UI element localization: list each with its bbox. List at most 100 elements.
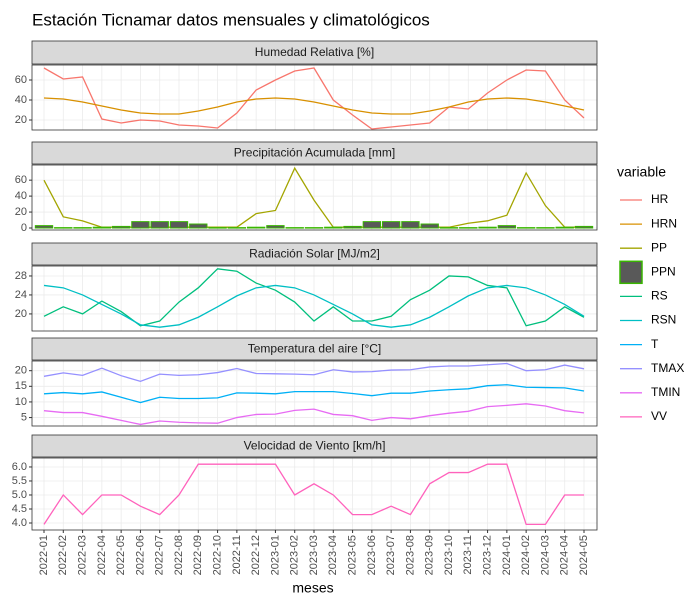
y-tick-label: 5.0 xyxy=(12,489,27,501)
strip xyxy=(31,434,598,458)
y-tick-label: 40 xyxy=(15,190,27,202)
x-tick-label: 2022-03 xyxy=(76,535,88,575)
y-tick-label: 4.0 xyxy=(12,517,27,529)
panel-border xyxy=(31,265,598,332)
panel xyxy=(32,165,597,230)
bar xyxy=(381,221,401,229)
legend-label: HRN xyxy=(651,216,677,230)
y-tick-label: 40 xyxy=(15,94,27,106)
legend-label: TMAX xyxy=(651,361,684,375)
bar xyxy=(169,221,189,229)
bar xyxy=(189,223,208,229)
y-tick-label: 24 xyxy=(15,289,27,301)
y-tick-label: 0 xyxy=(21,222,27,234)
strip-title: Radiación Solar [MJ/m2] xyxy=(249,247,380,261)
strip xyxy=(31,40,598,65)
x-tick-label: 2023-09 xyxy=(424,535,436,575)
bar xyxy=(34,225,54,229)
bar xyxy=(131,221,150,229)
bar xyxy=(54,227,73,229)
strip-title: Velocidad de Viento [km/h] xyxy=(244,439,386,453)
y-tick-label: 10 xyxy=(15,396,27,408)
y-tick-label: 20 xyxy=(15,308,27,320)
bar xyxy=(92,226,112,229)
x-tick-label: 2023-08 xyxy=(404,535,416,575)
bar xyxy=(111,225,131,229)
x-tick-label: 2022-12 xyxy=(250,535,262,575)
panel-border xyxy=(31,360,598,427)
x-tick-label: 2022-01 xyxy=(38,535,50,575)
strip-title: Temperatura del aire [°C] xyxy=(248,342,382,356)
bar xyxy=(516,227,536,229)
panel xyxy=(32,458,597,530)
x-tick-label: 2022-05 xyxy=(115,535,127,575)
bar xyxy=(324,226,343,229)
x-tick-label: 2023-12 xyxy=(481,535,493,575)
bar xyxy=(497,225,517,229)
x-tick-label: 2022-09 xyxy=(192,535,204,575)
panel-border xyxy=(31,64,598,131)
x-tick-label: 2022-11 xyxy=(231,535,243,575)
legend-title: variable xyxy=(617,164,666,180)
line xyxy=(43,362,585,382)
line xyxy=(43,284,585,328)
x-tick-label: 2024-05 xyxy=(578,535,590,575)
x-tick-label: 2022-07 xyxy=(154,535,166,575)
y-tick-label: 15 xyxy=(15,380,27,392)
legend-key xyxy=(619,260,643,285)
bar xyxy=(362,221,382,229)
panel-border xyxy=(31,164,598,231)
y-tick-label: 6.0 xyxy=(12,461,27,473)
x-tick-label: 2024-02 xyxy=(520,535,532,575)
x-tick-label: 2024-04 xyxy=(559,535,571,575)
x-tick-label: 2024-03 xyxy=(539,535,551,575)
y-tick-label: 20 xyxy=(15,114,27,126)
y-tick-label: 5 xyxy=(21,411,27,423)
chart-title: Estación Ticnamar datos mensuales y clim… xyxy=(32,10,430,29)
line xyxy=(43,403,585,426)
bar xyxy=(439,227,459,229)
line xyxy=(43,463,584,526)
bar xyxy=(343,225,362,229)
legend-label: T xyxy=(651,337,659,351)
bar xyxy=(459,227,478,229)
bar xyxy=(246,226,266,229)
x-tick-label: 2022-10 xyxy=(211,535,223,575)
x-tick-label: 2023-06 xyxy=(366,535,378,575)
bar xyxy=(150,221,169,229)
y-tick-label: 4.5 xyxy=(12,503,27,515)
y-tick-label: 60 xyxy=(15,74,27,86)
x-tick-label: 2022-02 xyxy=(57,535,69,575)
legend-label: RSN xyxy=(651,313,676,327)
legend-label: PPN xyxy=(651,264,676,278)
x-tick-label: 2023-01 xyxy=(269,535,281,575)
panel xyxy=(32,65,597,130)
x-tick-label: 2023-02 xyxy=(289,535,301,575)
panel xyxy=(32,361,597,426)
line xyxy=(43,67,585,130)
strip xyxy=(31,242,598,266)
bar xyxy=(420,223,439,229)
legend-label: RS xyxy=(651,289,668,303)
strip-title: Humedad Relativa [%] xyxy=(255,45,374,59)
x-tick-label: 2023-05 xyxy=(346,535,358,575)
x-tick-label: 2022-06 xyxy=(134,535,146,575)
x-tick-label: 2023-03 xyxy=(308,535,320,575)
x-tick-label: 2023-11 xyxy=(462,535,474,575)
line xyxy=(43,384,585,404)
y-tick-label: 28 xyxy=(15,270,27,282)
bar xyxy=(574,225,594,229)
legend-label: VV xyxy=(651,409,667,423)
y-tick-label: 20 xyxy=(15,206,27,218)
x-axis-title: meses xyxy=(292,580,333,596)
y-tick-label: 20 xyxy=(15,365,27,377)
bar xyxy=(227,227,247,229)
legend-label: PP xyxy=(651,240,667,254)
bar xyxy=(73,227,92,229)
y-tick-label: 60 xyxy=(15,174,27,186)
x-tick-label: 2023-10 xyxy=(443,535,455,575)
strip xyxy=(31,141,598,165)
bar xyxy=(208,227,227,229)
line xyxy=(43,97,585,115)
